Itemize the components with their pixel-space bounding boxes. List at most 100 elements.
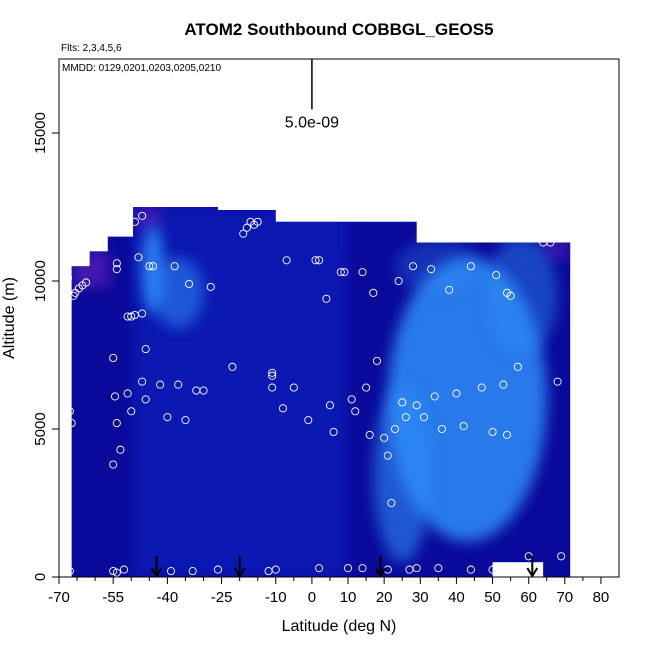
sample-point <box>553 377 562 386</box>
sample-point <box>268 368 277 377</box>
sample-point <box>138 377 147 386</box>
sample-point <box>325 401 335 410</box>
sample-point <box>271 565 280 574</box>
sample-points <box>63 211 566 577</box>
sample-point <box>459 421 468 431</box>
sample-point <box>372 356 381 365</box>
sample-point <box>239 229 248 238</box>
sample-point <box>488 565 497 574</box>
sample-point <box>112 568 121 577</box>
sample-point <box>213 565 223 574</box>
sample-point <box>112 419 121 428</box>
y-tick-label: 15000 <box>32 112 49 154</box>
sample-point <box>134 253 143 262</box>
flights-note: Flts: 2,3,4,5,6 <box>61 43 122 54</box>
heatmap-field <box>71 207 571 577</box>
sample-point <box>141 345 150 354</box>
sample-point <box>365 430 374 439</box>
sample-point <box>148 262 157 271</box>
sample-point <box>499 380 508 389</box>
sample-point <box>343 564 353 573</box>
heatmap-bright-region <box>152 257 204 329</box>
heatmap-layer <box>71 207 571 577</box>
sample-point <box>145 262 154 271</box>
sample-point <box>466 262 475 271</box>
sample-point <box>430 392 439 401</box>
x-tick-label: 0 <box>308 589 316 606</box>
sample-point <box>82 278 91 287</box>
sample-point <box>466 565 475 574</box>
surface-arrow <box>526 556 539 578</box>
sample-point <box>492 271 501 280</box>
scale-bar-label: 5.0e-09 <box>285 114 339 131</box>
sample-point <box>130 217 139 226</box>
y-axis-label: Altitude (m) <box>1 277 18 359</box>
sample-point <box>123 226 132 235</box>
sample-point <box>358 268 367 277</box>
x-tick-label: -70 <box>48 589 70 606</box>
x-tick-label: 20 <box>376 589 393 606</box>
heatmap-purple-patch <box>71 251 110 287</box>
sample-point <box>329 427 338 437</box>
sample-point <box>452 389 461 398</box>
sample-point <box>390 424 400 434</box>
heatmap-bright-region <box>485 236 558 355</box>
sample-point <box>506 291 515 300</box>
sample-point <box>206 282 215 291</box>
x-tick-label: 40 <box>448 589 465 606</box>
x-tick-label: 60 <box>520 589 537 606</box>
sample-point <box>369 288 378 297</box>
sample-point <box>268 371 277 380</box>
sample-point <box>63 273 73 283</box>
x-tick-label: -40 <box>157 589 179 606</box>
x-tick-label: 50 <box>484 589 501 606</box>
x-tick-label: -55 <box>102 589 124 606</box>
sample-point <box>170 262 179 271</box>
surface-arrows <box>150 556 539 578</box>
sample-point <box>315 256 324 265</box>
sample-point <box>127 407 136 416</box>
sample-point <box>141 395 150 404</box>
sample-point <box>278 404 288 413</box>
sample-point <box>112 265 121 274</box>
sample-point <box>398 398 407 407</box>
chart-title: ATOM2 Southbound COBBGL_GEOS5 <box>184 20 493 39</box>
dates-note: MMDD: 0129,0201,0203,0205,0210 <box>62 63 221 74</box>
sample-point <box>116 445 125 454</box>
sample-point <box>65 567 74 576</box>
sample-point <box>340 268 349 277</box>
surface-arrow <box>233 556 246 578</box>
surface-arrow-head <box>526 567 539 578</box>
surface-arrow-head <box>233 567 246 578</box>
scale-bar: 5.0e-09 <box>285 59 339 131</box>
heatmap-mid-band <box>131 207 349 577</box>
y-tick-label: 10000 <box>32 260 49 302</box>
sample-point <box>412 564 421 573</box>
sample-point <box>488 427 497 437</box>
sample-point <box>304 416 313 425</box>
sample-point <box>65 407 74 416</box>
sample-point <box>282 256 291 265</box>
sample-point <box>127 312 136 321</box>
x-tick-label: 10 <box>340 589 357 606</box>
sample-point <box>311 256 320 265</box>
sample-point <box>242 223 251 232</box>
y-axis: 0 5000 10000 15000 <box>32 112 59 581</box>
sample-point <box>289 383 298 392</box>
sample-point <box>322 294 331 303</box>
x-tick-label: -10 <box>265 589 287 606</box>
sample-point <box>123 389 132 398</box>
sample-point <box>110 392 120 401</box>
sample-point <box>351 407 360 416</box>
x-tick-label: 80 <box>593 589 610 606</box>
heatmap-bright-region <box>373 384 432 563</box>
sample-point <box>174 380 183 389</box>
sample-point <box>250 220 259 229</box>
sample-point <box>336 268 345 277</box>
sample-point <box>437 424 447 434</box>
sample-point <box>380 433 389 442</box>
surface-arrow <box>150 556 163 578</box>
sample-point <box>166 567 176 576</box>
sample-point <box>434 564 443 573</box>
